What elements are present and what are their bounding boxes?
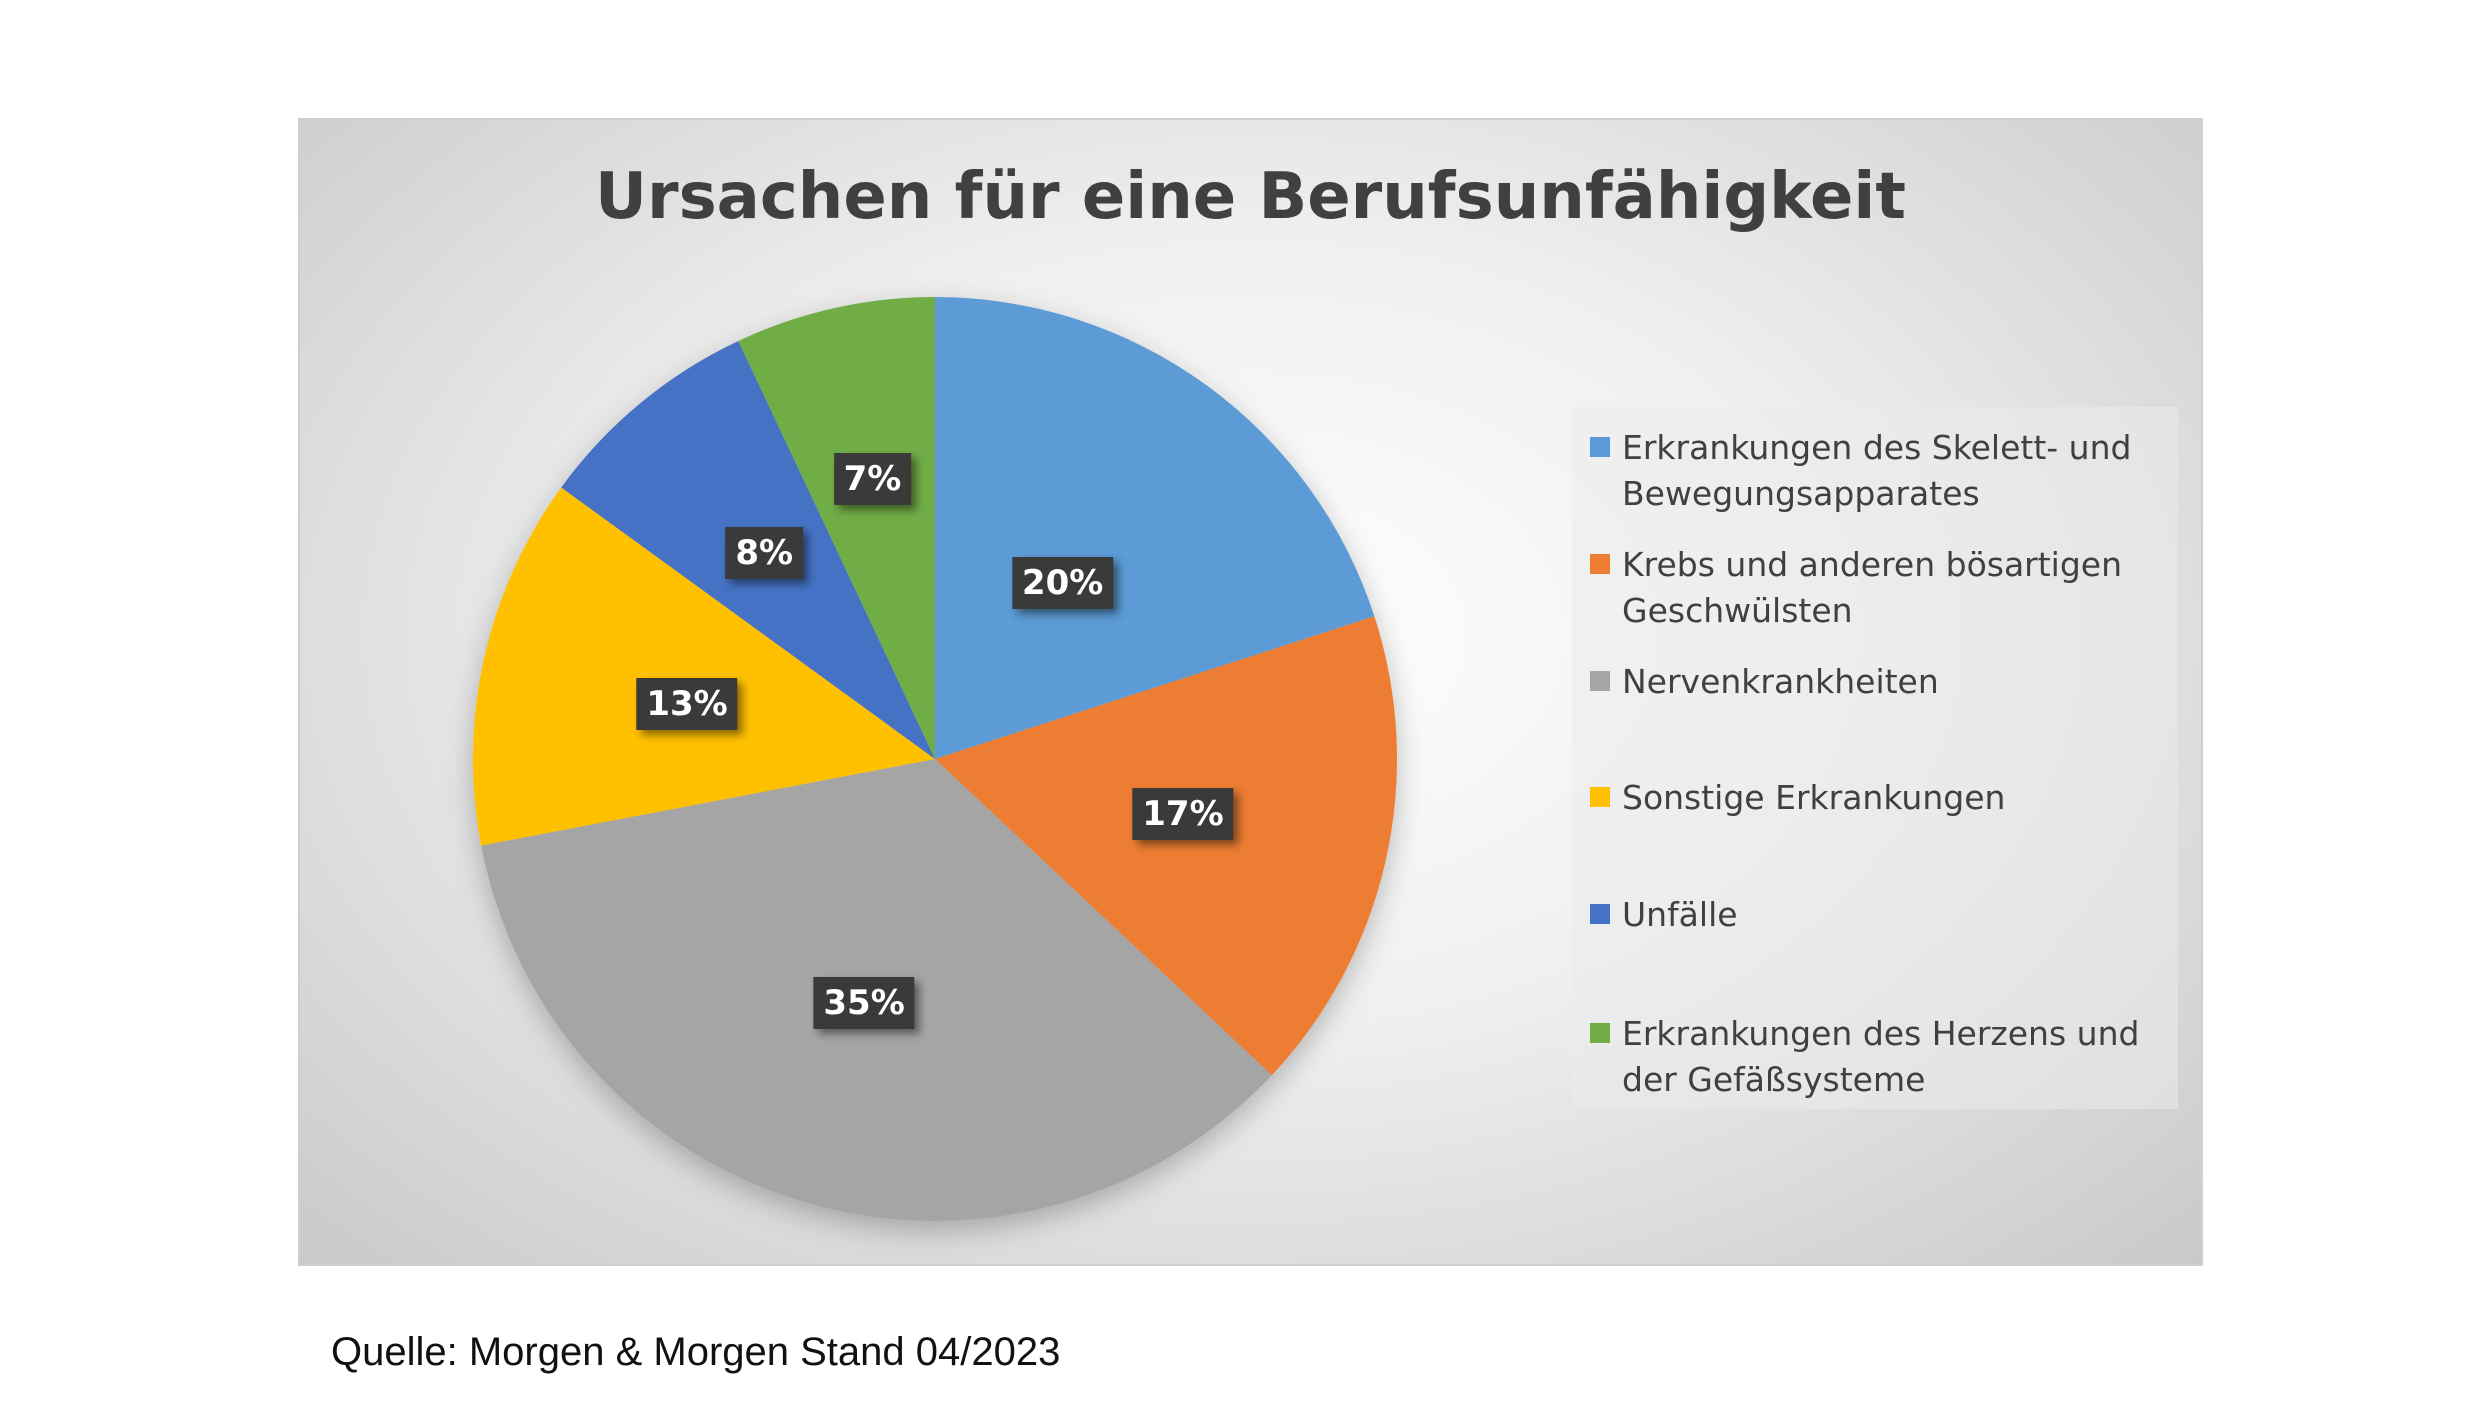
legend-item: Erkrankungen des Herzens und der Gefäßsy…: [1590, 1011, 2182, 1103]
legend-item: Krebs und anderen bösartigen Geschwülste…: [1590, 542, 2182, 634]
legend-swatch: [1590, 671, 1610, 691]
legend-label: Erkrankungen des Herzens und der Gefäßsy…: [1622, 1014, 2140, 1099]
data-label: 13%: [636, 677, 738, 730]
legend-swatch: [1590, 904, 1610, 924]
data-label: 17%: [1132, 788, 1234, 841]
legend-swatch: [1590, 1023, 1610, 1043]
legend-label: Nervenkrankheiten: [1622, 662, 1939, 701]
legend-label: Erkrankungen des Skelett- und Bewegungsa…: [1622, 428, 2132, 513]
legend-item: Erkrankungen des Skelett- und Bewegungsa…: [1590, 425, 2182, 517]
pie-slice: [473, 487, 935, 846]
pie-slice: [935, 297, 1375, 759]
legend-swatch: [1590, 787, 1610, 807]
legend-swatch: [1590, 554, 1610, 574]
legend-label: Unfälle: [1622, 895, 1738, 934]
legend-item: Nervenkrankheiten: [1590, 659, 2182, 705]
source-note: Quelle: Morgen & Morgen Stand 04/2023: [331, 1330, 1061, 1374]
data-label: 8%: [725, 526, 804, 579]
chart-title: Ursachen für eine Berufsunfähigkeit: [595, 160, 1906, 234]
legend-label: Krebs und anderen bösartigen Geschwülste…: [1622, 545, 2123, 630]
legend: Erkrankungen des Skelett- und Bewegungsa…: [1572, 407, 2178, 1109]
data-label: 35%: [813, 977, 915, 1029]
data-label: 20%: [1011, 557, 1114, 610]
data-label: 7%: [833, 453, 912, 506]
chart-area: Ursachen für eine Berufsunfähigkeit 20% 1…: [298, 118, 2203, 1266]
legend-item: Sonstige Erkrankungen: [1590, 775, 2182, 821]
legend-item: Unfälle: [1590, 892, 2182, 938]
legend-swatch: [1590, 437, 1610, 457]
pie-slice: [935, 616, 1397, 1076]
pie-slice: [738, 297, 935, 759]
legend-label: Sonstige Erkrankungen: [1622, 778, 2006, 817]
